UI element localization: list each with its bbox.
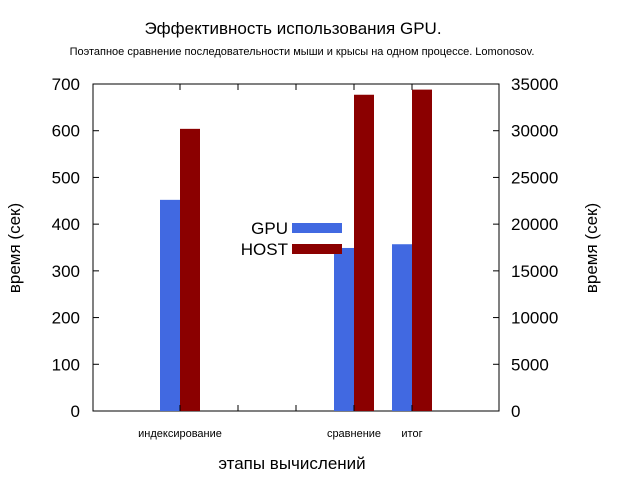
bar-gpu bbox=[334, 247, 354, 411]
y2-tick-label: 20000 bbox=[511, 215, 558, 234]
legend-label-gpu: GPU bbox=[251, 219, 288, 238]
y-tick-label: 200 bbox=[52, 309, 80, 328]
x-axis-label: этапы вычислений bbox=[218, 454, 365, 473]
y2-tick-label: 10000 bbox=[511, 309, 558, 328]
y-axis-label: время (сек) bbox=[5, 203, 24, 293]
y2-tick-label: 25000 bbox=[511, 168, 558, 187]
bar-host bbox=[180, 128, 200, 412]
legend-label-host: HOST bbox=[241, 240, 288, 259]
bar-host bbox=[412, 89, 432, 411]
chart-title: Эффективность использования GPU. bbox=[144, 19, 441, 38]
y-tick-label: 0 bbox=[71, 402, 80, 421]
y2-tick-label: 0 bbox=[511, 402, 520, 421]
y2-tick-label: 35000 bbox=[511, 75, 558, 94]
chart-subtitle: Поэтапное сравнение последовательности м… bbox=[70, 46, 535, 58]
y-tick-label: 600 bbox=[52, 122, 80, 141]
x-tick-label: сравнение bbox=[327, 428, 381, 440]
y-tick-label: 500 bbox=[52, 168, 80, 187]
bar-gpu bbox=[160, 199, 180, 411]
y2-tick-label: 30000 bbox=[511, 122, 558, 141]
y2-tick-label: 15000 bbox=[511, 262, 558, 281]
legend-swatch-host bbox=[292, 244, 342, 254]
y-tick-label: 400 bbox=[52, 215, 80, 234]
y-tick-label: 100 bbox=[52, 355, 80, 374]
y-tick-label: 700 bbox=[52, 75, 80, 94]
x-tick-label: итог bbox=[401, 428, 422, 440]
y2-tick-label: 5000 bbox=[511, 355, 549, 374]
y-tick-label: 300 bbox=[52, 262, 80, 281]
x-tick-label: индексирование bbox=[138, 428, 222, 440]
legend-swatch-gpu bbox=[292, 223, 342, 233]
bar-gpu bbox=[392, 244, 412, 411]
bar-host bbox=[354, 94, 374, 411]
y2-axis-label: время (сек) bbox=[582, 203, 601, 293]
